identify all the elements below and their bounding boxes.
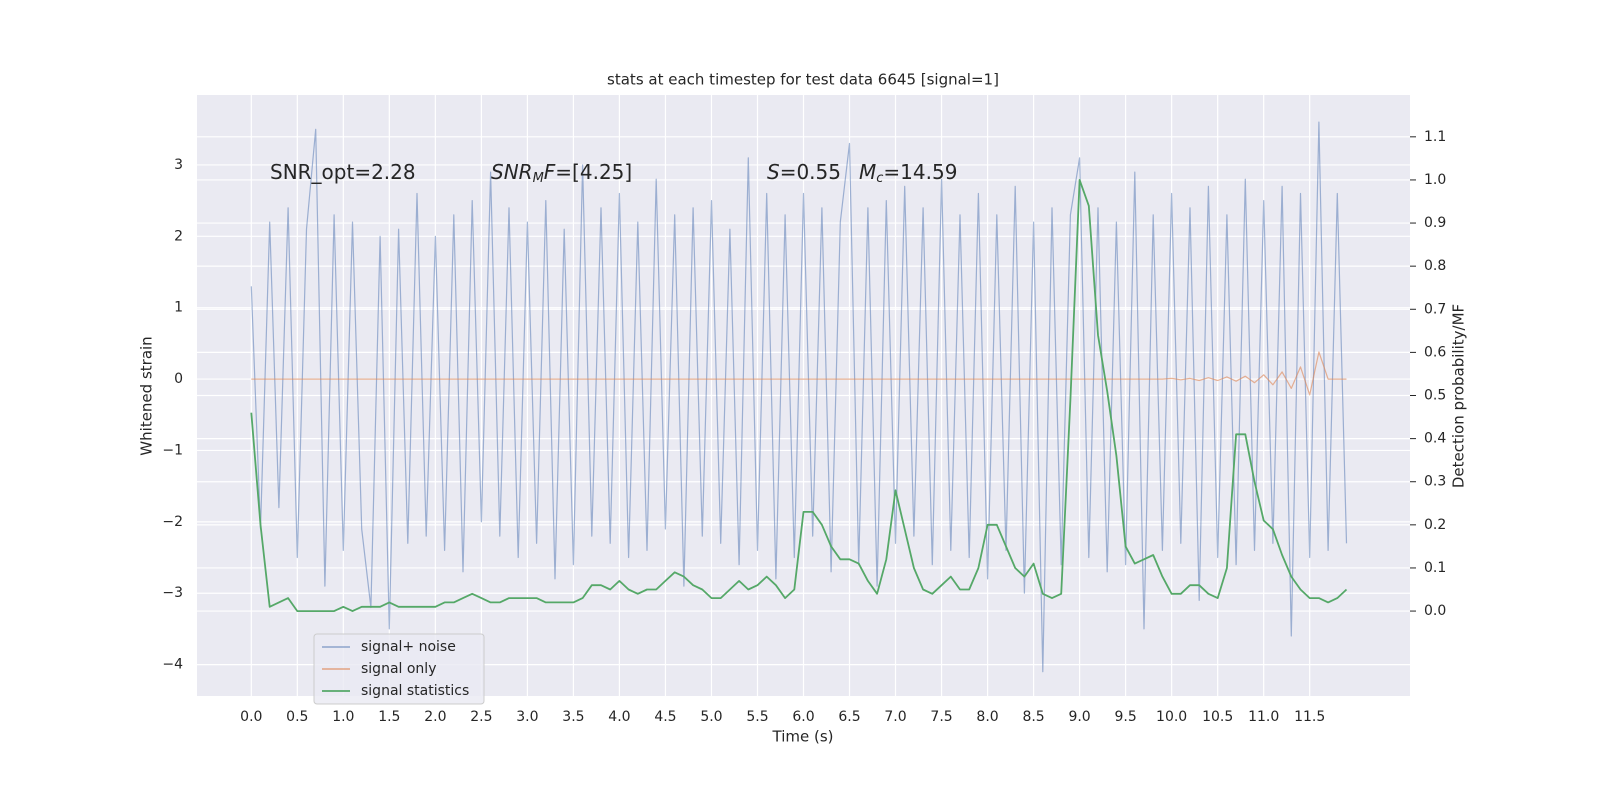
x-tick-label: 8.0 [976,709,998,725]
annotation: S=0.55 [767,160,841,184]
y2-tick-label: 0.4 [1424,431,1446,447]
x-tick-label: 6.5 [838,709,860,725]
x-tick-label: 3.5 [562,709,584,725]
annotation-part: M [859,160,876,184]
legend-label: signal+ noise [361,639,456,655]
x-tick-label: 9.0 [1068,709,1090,725]
annotation-part: =0.55 [780,160,841,184]
y-tick-label: −2 [162,514,183,530]
y-tick-label: 1 [174,300,183,316]
x-tick-label: 1.0 [332,709,354,725]
y-tick-label: −1 [162,442,183,458]
y2-tick-label: 1.1 [1424,129,1446,145]
y2-tick-label: 0.5 [1424,388,1446,404]
y-tick-label: −4 [162,657,183,673]
x-tick-label: 2.5 [470,709,492,725]
y-axis-label: Whitened strain [138,336,156,455]
chart-title: stats at each timestep for test data 664… [607,71,999,89]
annotation-part: M [533,171,544,186]
y2-tick-label: 1.0 [1424,172,1446,188]
x-tick-label: 3.0 [516,709,538,725]
y2-tick-label: 0.7 [1424,301,1446,317]
y-tick-label: 0 [174,371,183,387]
y2-tick-label: 0.6 [1424,344,1446,360]
y-tick-label: 3 [174,157,183,173]
x-tick-label: 10.0 [1156,709,1187,725]
legend-label: signal statistics [361,683,469,699]
annotation-part: SNR_opt=2.28 [270,160,416,184]
x-tick-label: 11.5 [1294,709,1325,725]
series-line [250,121,1348,673]
x-tick-label: 11.0 [1248,709,1279,725]
x-tick-label: 6.0 [792,709,814,725]
annotation: Mc=14.59 [859,160,957,186]
x-tick-label: 4.5 [654,709,676,725]
y-tick-label: −3 [162,585,183,601]
annotation: SNR_opt=2.28 [270,160,416,184]
x-tick-label: 8.5 [1022,709,1044,725]
y2-tick-label: 0.0 [1424,603,1446,619]
x-tick-label: 5.5 [746,709,768,725]
y2-tick-label: 0.8 [1424,258,1446,274]
y2-tick-label: 0.3 [1424,474,1446,490]
annotation-part: c [876,171,883,186]
annotation-part: =[4.25] [555,160,632,184]
x-tick-label: 1.5 [378,709,400,725]
x-tick-label: 9.5 [1114,709,1136,725]
x-tick-label: 7.5 [930,709,952,725]
annotation-part: F [544,160,556,184]
x-tick-label: 4.0 [608,709,630,725]
x-tick-label: 5.0 [700,709,722,725]
annotation-part: =14.59 [883,160,957,184]
y2-tick-label: 0.2 [1424,517,1446,533]
annotation-part: SNR [491,160,533,184]
x-tick-label: 0.5 [286,709,308,725]
legend-box [313,633,485,705]
x-axis-label: Time (s) [772,728,834,746]
series-line [251,351,1347,396]
legend-label: signal only [361,661,436,677]
series-line [250,179,1348,612]
y2-tick-label: 0.9 [1424,215,1446,231]
y-tick-label: 2 [174,228,183,244]
y2-axis-label: Detection probability/MF [1450,304,1468,488]
x-tick-label: 7.0 [884,709,906,725]
legend: signal+ noise signal only signal statistic… [313,633,485,705]
annotation: SNRMF=[4.25] [491,160,632,186]
x-tick-label: 0.0 [240,709,262,725]
x-tick-label: 10.5 [1202,709,1233,725]
x-tick-label: 2.0 [424,709,446,725]
y2-tick-label: 0.1 [1424,560,1446,576]
annotation-part: S [767,160,780,184]
